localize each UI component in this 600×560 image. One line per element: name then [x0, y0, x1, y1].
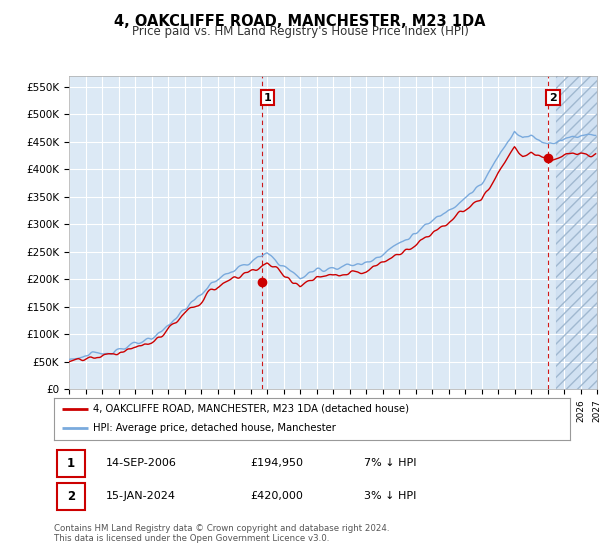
Text: 7% ↓ HPI: 7% ↓ HPI [364, 459, 416, 468]
Text: 2: 2 [549, 92, 557, 102]
Text: 4, OAKCLIFFE ROAD, MANCHESTER, M23 1DA (detached house): 4, OAKCLIFFE ROAD, MANCHESTER, M23 1DA (… [92, 404, 409, 414]
Text: Price paid vs. HM Land Registry's House Price Index (HPI): Price paid vs. HM Land Registry's House … [131, 25, 469, 38]
Text: 15-JAN-2024: 15-JAN-2024 [106, 491, 176, 501]
Text: Contains HM Land Registry data © Crown copyright and database right 2024.
This d: Contains HM Land Registry data © Crown c… [54, 524, 389, 543]
Text: £194,950: £194,950 [250, 459, 303, 468]
Text: 2: 2 [67, 489, 75, 503]
FancyBboxPatch shape [56, 450, 85, 477]
Text: 4, OAKCLIFFE ROAD, MANCHESTER, M23 1DA: 4, OAKCLIFFE ROAD, MANCHESTER, M23 1DA [114, 14, 486, 29]
Text: 1: 1 [263, 92, 271, 102]
Text: HPI: Average price, detached house, Manchester: HPI: Average price, detached house, Manc… [92, 423, 335, 433]
Text: 1: 1 [67, 457, 75, 470]
FancyBboxPatch shape [56, 483, 85, 510]
Text: 3% ↓ HPI: 3% ↓ HPI [364, 491, 416, 501]
Text: £420,000: £420,000 [250, 491, 303, 501]
Text: 14-SEP-2006: 14-SEP-2006 [106, 459, 176, 468]
Bar [556, 76, 597, 389]
